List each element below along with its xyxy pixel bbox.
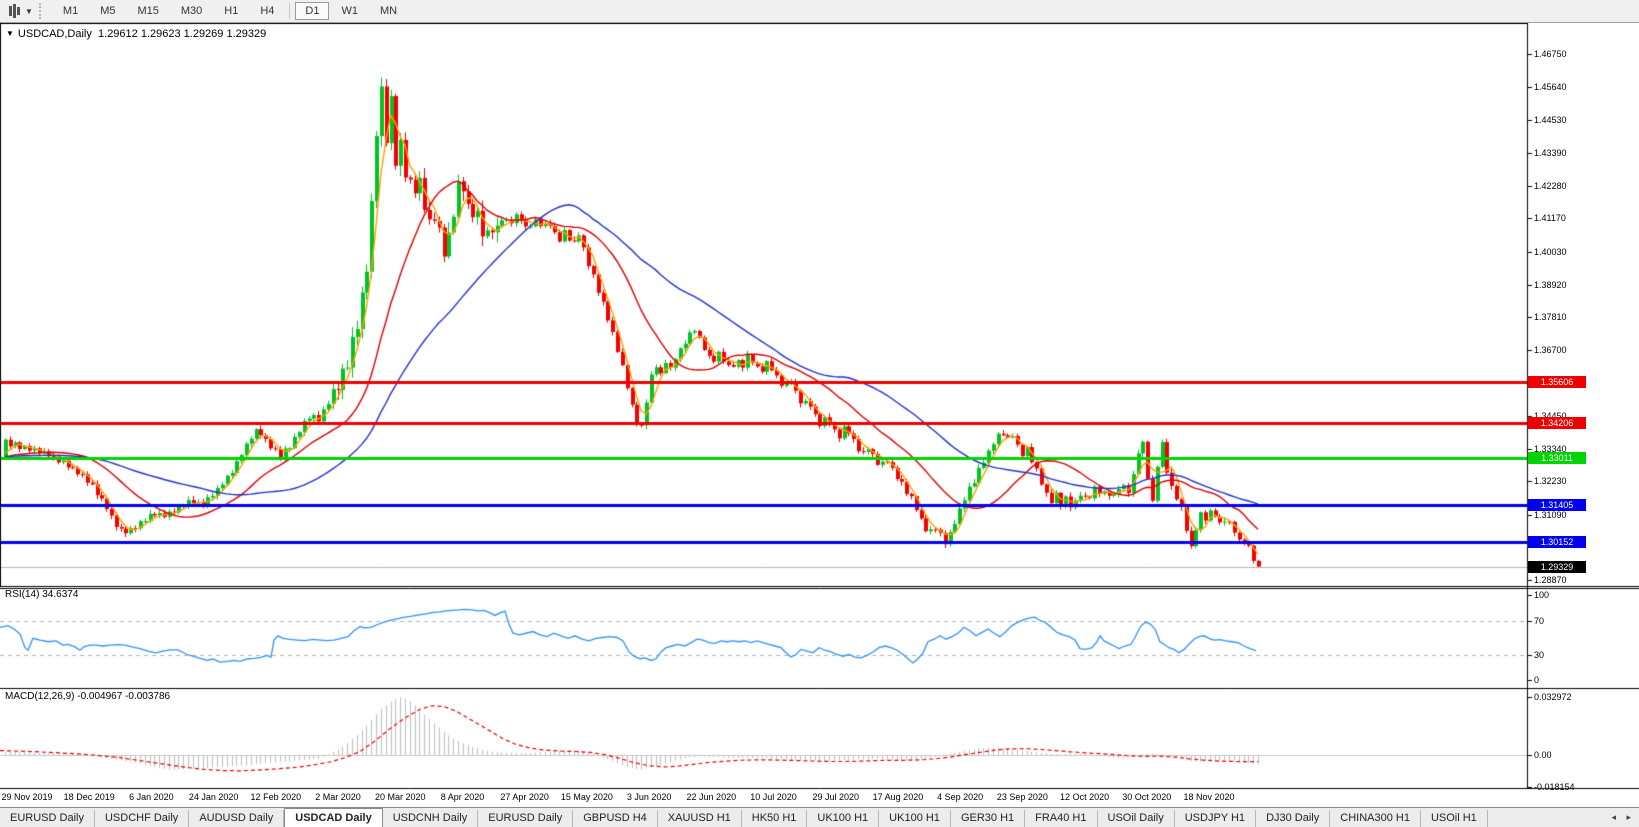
macd-axis-tick-label: 0.032972 (1534, 692, 1572, 702)
toolbar-separator (289, 3, 291, 19)
chart-tab-eurusd-daily-0[interactable]: EURUSD Daily (0, 810, 95, 827)
price-axis-tick-label: 1.34450 (1534, 410, 1567, 421)
date-axis-label: 10 Jul 2020 (750, 792, 797, 802)
date-axis-label: 12 Feb 2020 (250, 792, 302, 802)
tab-scroll-arrows[interactable]: ◂ ▸ (1611, 812, 1635, 822)
price-axis-tick-label: 1.43390 (1534, 148, 1567, 159)
timeframe-button-mn[interactable]: MN (379, 5, 398, 17)
timeframe-button-h4[interactable]: H4 (260, 5, 275, 17)
rsi-axis-tick-label: 30 (1534, 649, 1545, 660)
chart-title: ▼ USDCAD,Daily 1.29612 1.29623 1.29269 1.… (6, 28, 266, 40)
date-axis-label: 15 May 2020 (560, 792, 613, 802)
price-axis-tick-label: 1.32230 (1534, 476, 1567, 487)
date-axis-label: 29 Jul 2020 (812, 792, 860, 802)
chart-tab-usdcnh-daily-4[interactable]: USDCNH Daily (383, 810, 479, 827)
level-line-price-badge[interactable]: 1.34206 (1528, 417, 1586, 430)
price-axis-tick-label: 1.31090 (1534, 509, 1567, 520)
chart-tab-fra40-h1-12[interactable]: FRA40 H1 (1025, 810, 1098, 827)
chart-tab-bar: EURUSD Daily USDCHF Daily AUDUSD Daily USDC… (0, 807, 1639, 827)
date-axis-label: 18 Nov 2020 (1183, 792, 1235, 802)
timeframe-button-group: M1 M5 M15 M30 H1 H4 D1 W1 MN (52, 2, 408, 20)
timeframe-button-m30[interactable]: M30 (180, 5, 203, 17)
date-axis-label: 17 Aug 2020 (872, 792, 924, 802)
price-axis-tick-label: 1.42280 (1534, 180, 1567, 191)
level-line-price-badge[interactable]: 1.33011 (1528, 452, 1586, 465)
date-axis-label: 2 Mar 2020 (315, 792, 361, 802)
date-axis-label: 8 Apr 2020 (440, 792, 485, 802)
chart-tab-uk100-h1-10[interactable]: UK100 H1 (879, 810, 951, 827)
level-line-price-badge[interactable]: 1.35606 (1528, 375, 1586, 388)
timeframe-button-m5[interactable]: M5 (100, 5, 116, 17)
chart-tab-china300-h1-16[interactable]: CHINA300 H1 (1330, 810, 1421, 827)
timeframe-button-w1[interactable]: W1 (341, 5, 358, 17)
chart-tab-usdcad-daily-3[interactable]: USDCAD Daily (284, 808, 383, 827)
price-axis-tick-label: 1.38920 (1534, 279, 1567, 290)
date-axis-label: 12 Oct 2020 (1060, 792, 1110, 802)
level-line-price-badge[interactable]: 1.30152 (1528, 536, 1586, 549)
chart-icon-bar (12, 4, 16, 18)
chart-tab-audusd-daily-2[interactable]: AUDUSD Daily (189, 810, 285, 827)
macd-indicator-label: MACD(12,26,9) -0.004967 -0.003786 (5, 691, 171, 702)
price-axis-tick-label: 1.28870 (1534, 575, 1567, 585)
chart-tab-usoil-daily-13[interactable]: USOil Daily (1098, 810, 1175, 827)
date-axis-label: 30 Oct 2020 (1122, 792, 1172, 802)
price-axis-tick-label: 1.37810 (1534, 312, 1567, 323)
rsi-axis-tick-label: 0 (1534, 675, 1540, 685)
chart-tab-usoil-h1-17[interactable]: USOil H1 (1421, 810, 1488, 827)
date-axis-label: 4 Sep 2020 (937, 792, 984, 802)
timeframe-button-m15[interactable]: M15 (137, 5, 159, 17)
chart-tab-ger30-h1-11[interactable]: GER30 H1 (951, 810, 1026, 827)
chart-icon-bar (8, 6, 12, 16)
ohlc-quotes: 1.29612 1.29623 1.29269 1.29329 (98, 28, 267, 40)
date-axis-label: 22 Jun 2020 (686, 792, 737, 802)
chart-tab-hk50-h1-8[interactable]: HK50 H1 (742, 810, 808, 827)
price-axis-tick-label: 1.36700 (1534, 344, 1567, 355)
toolbar-grip-handle[interactable] (38, 3, 46, 19)
date-axis-label: 20 Mar 2020 (374, 792, 426, 802)
timeframe-button-d1[interactable]: D1 (295, 2, 330, 20)
symbol-name: USDCAD,Daily (17, 28, 92, 40)
date-axis-label: 29 Nov 2019 (1, 792, 53, 802)
price-axis-tick-label: 1.44530 (1534, 114, 1567, 125)
chart-tab-usdjpy-h1-14[interactable]: USDJPY H1 (1175, 810, 1257, 827)
date-axis-label: 18 Dec 2019 (63, 792, 115, 802)
date-axis-label: 3 Jun 2020 (626, 792, 672, 802)
macd-axis-tick-label: -0.018154 (1534, 781, 1575, 792)
level-line-price-badge[interactable]: 1.31405 (1528, 499, 1586, 512)
symbol-marker-icon[interactable]: ▼ (6, 29, 14, 38)
chart-tab-eurusd-daily-5[interactable]: EURUSD Daily (478, 810, 574, 827)
timeframe-button-h1[interactable]: H1 (224, 5, 239, 17)
current-price-badge: 1.29329 (1528, 560, 1586, 573)
rsi-axis-tick-label: 100 (1534, 590, 1550, 600)
chart-tab-gbpusd-h4-6[interactable]: GBPUSD H4 (573, 810, 658, 827)
price-axis-tick-label: 1.45640 (1534, 81, 1567, 92)
date-axis-label: 24 Jan 2020 (188, 792, 239, 802)
rsi-indicator-label: RSI(14) 34.6374 (5, 589, 79, 600)
price-axis-tick-label: 1.40030 (1534, 246, 1567, 257)
chart-icon-bar (16, 7, 20, 15)
chart-tab-usdchf-daily-1[interactable]: USDCHF Daily (95, 810, 190, 827)
price-axis-tick-label: 1.41170 (1534, 213, 1566, 224)
candlestick-chart-icon[interactable] (3, 2, 25, 20)
price-axis-tick-label: 1.33340 (1534, 443, 1567, 454)
timeframe-button-m1[interactable]: M1 (62, 5, 79, 17)
chart-tab-xauusd-h1-7[interactable]: XAUUSD H1 (658, 810, 742, 827)
date-axis-label: 27 Apr 2020 (500, 792, 549, 802)
chart-tab-dj30-daily-15[interactable]: DJ30 Daily (1256, 810, 1331, 827)
date-axis-label: 6 Jan 2020 (129, 792, 174, 802)
macd-axis-tick-label: 0.00 (1534, 750, 1552, 760)
timeframe-toolbar: ▼ M1 M5 M15 M30 H1 H4 D1 W1 MN (0, 0, 1639, 23)
chevron-down-icon[interactable]: ▼ (25, 6, 33, 16)
chart-tab-uk100-h1-9[interactable]: UK100 H1 (807, 810, 880, 827)
chart-canvas[interactable] (0, 23, 1639, 806)
price-axis-tick-label: 1.46750 (1534, 49, 1567, 60)
date-axis-label: 23 Sep 2020 (996, 792, 1048, 802)
rsi-axis-tick-label: 70 (1534, 615, 1545, 626)
